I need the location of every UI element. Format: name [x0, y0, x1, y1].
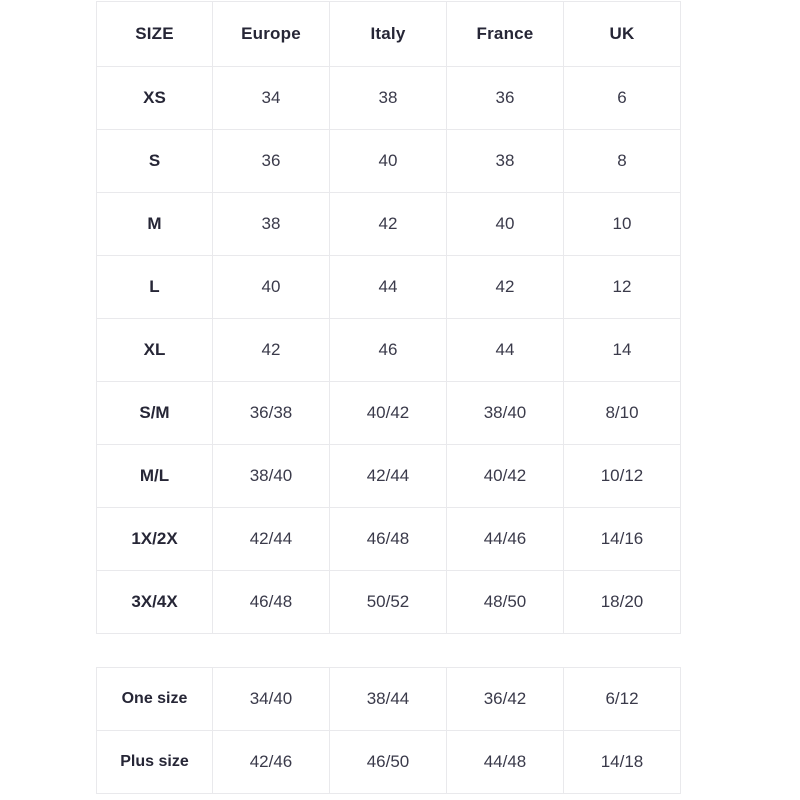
- cell-europe: 42/46: [212, 730, 330, 794]
- cell-europe: 36/38: [212, 381, 330, 445]
- cell-france: 44/46: [446, 507, 564, 571]
- cell-france: 44/48: [446, 730, 564, 794]
- cell-italy: 46/48: [329, 507, 447, 571]
- cell-france: 38: [446, 129, 564, 193]
- cell-europe: 34: [212, 66, 330, 130]
- table-row: XS 34 38 36 6: [96, 66, 681, 130]
- cell-uk: 6/12: [563, 667, 681, 731]
- cell-europe: 34/40: [212, 667, 330, 731]
- table-row: Plus size 42/46 46/50 44/48 14/18: [96, 730, 681, 794]
- cell-france: 40/42: [446, 444, 564, 508]
- cell-europe: 46/48: [212, 570, 330, 634]
- cell-france: 40: [446, 192, 564, 256]
- cell-france: 38/40: [446, 381, 564, 445]
- table-header: SIZE Europe Italy France UK: [96, 1, 681, 67]
- cell-europe: 40: [212, 255, 330, 319]
- cell-italy: 42/44: [329, 444, 447, 508]
- cell-size-label: L: [96, 255, 213, 319]
- table-row: 1X/2X 42/44 46/48 44/46 14/16: [96, 507, 681, 571]
- column-header-uk: UK: [563, 1, 681, 67]
- cell-size-label: 3X/4X: [96, 570, 213, 634]
- standard-size-table: SIZE Europe Italy France UK XS 34 38 36 6 S 36…: [96, 1, 681, 634]
- cell-uk: 14/16: [563, 507, 681, 571]
- cell-uk: 8: [563, 129, 681, 193]
- column-header-france: France: [446, 1, 564, 67]
- cell-italy: 40: [329, 129, 447, 193]
- cell-france: 48/50: [446, 570, 564, 634]
- table-row: 3X/4X 46/48 50/52 48/50 18/20: [96, 570, 681, 634]
- cell-italy: 46: [329, 318, 447, 382]
- cell-italy: 46/50: [329, 730, 447, 794]
- cell-france: 36/42: [446, 667, 564, 731]
- cell-size-label: One size: [96, 667, 213, 731]
- cell-italy: 44: [329, 255, 447, 319]
- universal-size-table-body: One size 34/40 38/44 36/42 6/12 Plus size 42/4…: [96, 667, 681, 794]
- cell-europe: 38: [212, 192, 330, 256]
- standard-size-table-body: XS 34 38 36 6 S 36 40 38 8 M 38 42 40 10 L 40 44 42 12 XL 42 4…: [96, 66, 681, 634]
- cell-uk: 8/10: [563, 381, 681, 445]
- table-row: S 36 40 38 8: [96, 129, 681, 193]
- cell-europe: 38/40: [212, 444, 330, 508]
- cell-europe: 42: [212, 318, 330, 382]
- cell-italy: 38: [329, 66, 447, 130]
- column-header-size: SIZE: [96, 1, 213, 67]
- cell-size-label: M/L: [96, 444, 213, 508]
- column-header-italy: Italy: [329, 1, 447, 67]
- cell-size-label: M: [96, 192, 213, 256]
- cell-uk: 18/20: [563, 570, 681, 634]
- cell-uk: 14: [563, 318, 681, 382]
- cell-italy: 38/44: [329, 667, 447, 731]
- cell-italy: 40/42: [329, 381, 447, 445]
- table-row: One size 34/40 38/44 36/42 6/12: [96, 667, 681, 731]
- cell-size-label: S/M: [96, 381, 213, 445]
- table-header-row: SIZE Europe Italy France UK: [96, 1, 681, 67]
- cell-uk: 12: [563, 255, 681, 319]
- cell-europe: 42/44: [212, 507, 330, 571]
- table-row: S/M 36/38 40/42 38/40 8/10: [96, 381, 681, 445]
- cell-size-label: XS: [96, 66, 213, 130]
- cell-france: 44: [446, 318, 564, 382]
- universal-size-table: One size 34/40 38/44 36/42 6/12 Plus size 42/4…: [96, 667, 681, 794]
- table-row: M/L 38/40 42/44 40/42 10/12: [96, 444, 681, 508]
- table-row: L 40 44 42 12: [96, 255, 681, 319]
- cell-size-label: 1X/2X: [96, 507, 213, 571]
- cell-europe: 36: [212, 129, 330, 193]
- cell-uk: 14/18: [563, 730, 681, 794]
- cell-uk: 10: [563, 192, 681, 256]
- cell-italy: 50/52: [329, 570, 447, 634]
- table-row: XL 42 46 44 14: [96, 318, 681, 382]
- cell-france: 42: [446, 255, 564, 319]
- cell-italy: 42: [329, 192, 447, 256]
- cell-france: 36: [446, 66, 564, 130]
- table-row: M 38 42 40 10: [96, 192, 681, 256]
- cell-size-label: Plus size: [96, 730, 213, 794]
- cell-size-label: XL: [96, 318, 213, 382]
- cell-size-label: S: [96, 129, 213, 193]
- cell-uk: 10/12: [563, 444, 681, 508]
- column-header-europe: Europe: [212, 1, 330, 67]
- cell-uk: 6: [563, 66, 681, 130]
